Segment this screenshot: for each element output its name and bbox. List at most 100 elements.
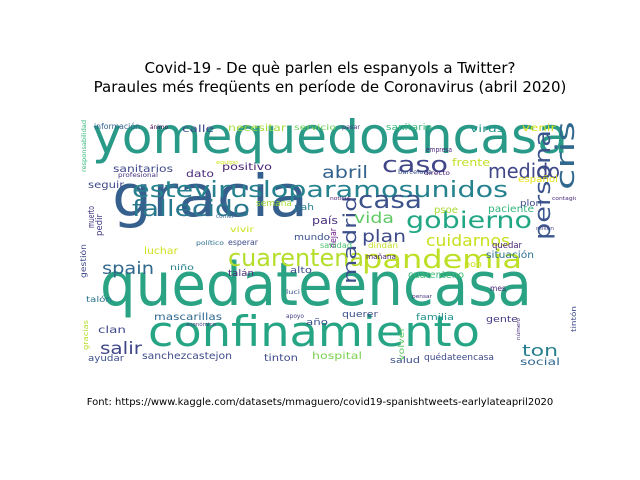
word-22: ton bbox=[522, 341, 558, 360]
word-46: alto bbox=[290, 266, 313, 276]
word-51: quedar bbox=[492, 241, 522, 251]
word-4: confinamiento bbox=[148, 307, 480, 356]
word-81: político bbox=[196, 240, 224, 247]
word-86: noticia bbox=[330, 196, 350, 202]
word-48: dejar bbox=[329, 228, 339, 248]
word-29: sanitario bbox=[386, 123, 433, 133]
source-note: Font: https://www.kaggle.com/datasets/mm… bbox=[86, 397, 554, 408]
word-41: pah bbox=[294, 203, 314, 213]
word-11: fallecido bbox=[132, 197, 250, 222]
word-14: medido bbox=[488, 159, 560, 183]
word-34: pasar bbox=[342, 124, 361, 131]
word-28: servicio bbox=[294, 123, 336, 132]
word-43: luchar bbox=[144, 246, 179, 257]
word-32: información bbox=[94, 121, 140, 131]
word-31: venir bbox=[522, 123, 557, 134]
word-47: talán bbox=[228, 269, 254, 279]
word-90: pensar bbox=[412, 294, 433, 300]
word-83: profesional bbox=[118, 172, 158, 179]
word-53: español bbox=[518, 175, 558, 185]
figure-title-line-1: Covid-19 - De què parlen els espanyols a… bbox=[144, 59, 516, 77]
word-80: esperar bbox=[228, 238, 259, 247]
word-89: mes bbox=[490, 284, 506, 293]
word-68: salud bbox=[390, 356, 420, 366]
word-54: plon bbox=[520, 199, 542, 209]
word-69: quédateencasa bbox=[424, 352, 494, 363]
word-85: barcelona bbox=[398, 169, 432, 176]
word-35: empresa bbox=[426, 146, 452, 154]
word-19: cuidarnos bbox=[426, 231, 510, 250]
word-7: cuarentena bbox=[228, 244, 364, 272]
word-82: comer bbox=[216, 213, 234, 220]
word-15: abril bbox=[322, 163, 368, 183]
word-71: año bbox=[306, 318, 329, 328]
word-64: hospital bbox=[312, 351, 362, 362]
word-76: vivir bbox=[230, 225, 255, 234]
word-13: caso bbox=[382, 153, 448, 178]
word-1: yomequedoencasa bbox=[92, 118, 568, 165]
word-5: estevirusloparamosunidos bbox=[132, 178, 508, 203]
word-33: ánimo bbox=[150, 124, 168, 131]
word-cloud: yomequedoencasa gracia quedateencasa confin… bbox=[80, 118, 576, 374]
word-21: salir bbox=[100, 339, 142, 359]
word-2: gracia bbox=[112, 162, 308, 230]
word-57: gestión bbox=[80, 244, 88, 278]
word-45: niño bbox=[170, 263, 194, 272]
figure-title-line-2: Paraules més freqüents en període de Cor… bbox=[93, 78, 567, 96]
word-74: tintón bbox=[570, 306, 576, 332]
word-8: gobierno bbox=[406, 208, 532, 234]
word-93: económico bbox=[186, 321, 216, 328]
word-42: país bbox=[312, 214, 338, 227]
word-88: contagio bbox=[552, 196, 576, 202]
word-18: plan bbox=[362, 227, 406, 247]
word-55: muerto bbox=[87, 206, 97, 228]
word-94: luci bbox=[286, 289, 300, 296]
word-3: quedateencasa bbox=[100, 250, 532, 320]
word-26: calle bbox=[182, 124, 214, 135]
word-44: mundo bbox=[294, 233, 331, 243]
word-66: familia bbox=[416, 313, 454, 323]
word-17: vida bbox=[354, 209, 394, 227]
word-36: frente bbox=[452, 156, 490, 169]
word-92: número bbox=[515, 318, 522, 340]
word-38: psoe bbox=[434, 205, 458, 216]
word-9: crisis bbox=[551, 118, 576, 190]
word-84: directo bbox=[424, 170, 450, 177]
word-58: mascarillas bbox=[154, 312, 222, 323]
word-10: persona bbox=[531, 130, 556, 240]
word-40: semana bbox=[256, 199, 292, 209]
word-20: spain bbox=[102, 259, 154, 279]
word-37: paciente bbox=[488, 204, 534, 215]
word-56: pedir bbox=[95, 214, 105, 236]
word-91: apoyo bbox=[286, 313, 304, 320]
word-23: sanitarios bbox=[113, 164, 173, 175]
word-16: madrid bbox=[340, 196, 361, 284]
word-62: sanchezcastejon bbox=[142, 351, 232, 362]
word-87: millón bbox=[536, 225, 554, 232]
word-72: volver bbox=[397, 326, 406, 361]
word-79: mañana bbox=[366, 253, 396, 261]
word-24: dato bbox=[186, 169, 214, 180]
word-52: pon bbox=[464, 260, 482, 270]
word-67: gente bbox=[486, 315, 519, 325]
word-65: querer bbox=[342, 310, 378, 320]
word-49: cuarenteno bbox=[408, 270, 464, 281]
word-95: equipo bbox=[216, 160, 238, 166]
word-60: talón bbox=[86, 294, 112, 304]
word-75: responsabilidad bbox=[81, 120, 88, 172]
word-30: virus bbox=[470, 124, 504, 135]
word-50: situación bbox=[486, 249, 534, 261]
word-61: ayudar bbox=[88, 354, 124, 364]
word-6: pandemia bbox=[362, 245, 522, 275]
word-70: social bbox=[520, 357, 560, 368]
word-77: sanidad bbox=[320, 241, 352, 250]
word-12: casa bbox=[358, 186, 422, 214]
word-78: dindán bbox=[368, 241, 398, 250]
word-27: necesitar bbox=[228, 123, 287, 134]
word-39: seguir bbox=[88, 180, 125, 191]
word-59: clan bbox=[98, 325, 126, 336]
word-63: tinton bbox=[264, 353, 298, 364]
word-25: positivo bbox=[222, 162, 272, 173]
